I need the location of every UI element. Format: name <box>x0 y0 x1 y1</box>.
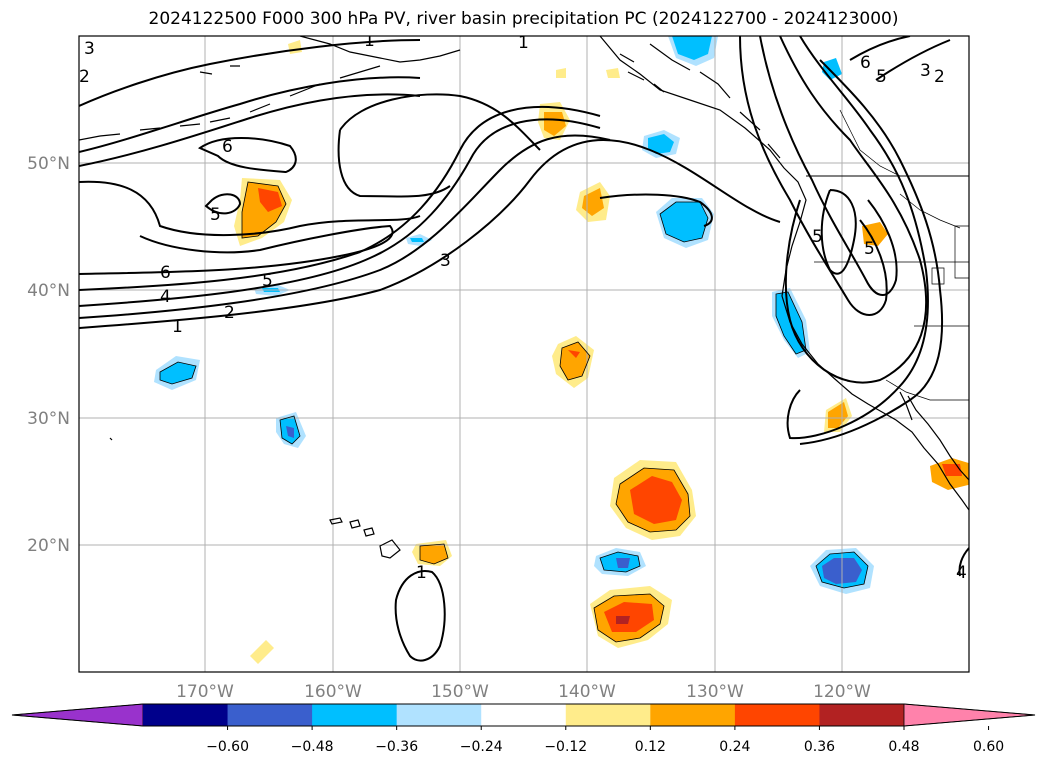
colorbar-extend-high <box>903 703 1036 727</box>
precip-outlines <box>159 181 869 643</box>
contour-label: 2 <box>934 67 945 87</box>
colorbar-extend-low <box>11 703 144 727</box>
contour-label: 3 <box>84 39 95 59</box>
colorbar-tick-label: −0.12 <box>544 739 587 755</box>
colorbar-cell <box>143 704 229 726</box>
precip-blob-positive <box>824 398 852 432</box>
map-area: 3 2 1 1 6 5 3 2 6 5 6 5 4 2 1 5 3 1 5 4 <box>79 31 969 672</box>
contour-label: 1 <box>172 317 183 337</box>
contour-label: 5 <box>210 205 221 225</box>
colorbar-tick-label: 0.60 <box>973 739 1004 755</box>
colorbar-cell <box>227 704 313 726</box>
colorbar-cell <box>734 704 820 726</box>
precip-blob-positive <box>412 540 452 566</box>
colorbar-tick-label: −0.24 <box>460 739 503 755</box>
contour-label: 1 <box>518 33 529 53</box>
pv-contours <box>79 36 969 662</box>
lon-label: 130°W <box>686 682 744 702</box>
lat-labels: 50°N 40°N 30°N 20°N <box>27 154 70 556</box>
colorbar: −0.60 −0.48 −0.36 −0.24 −0.12 0.12 0.24 0.36 0.4… <box>11 703 1036 755</box>
map-title: 2024122500 F000 300 hPa PV, river basin … <box>148 9 899 29</box>
lon-labels: 170°W 160°W 150°W 140°W 130°W 120°W <box>176 682 871 702</box>
lon-label: 150°W <box>431 682 489 702</box>
contour-label: 3 <box>440 251 451 271</box>
colorbar-cell <box>481 704 567 726</box>
contour-label: 5 <box>864 239 875 259</box>
colorbar-tick-label: 0.12 <box>635 739 666 755</box>
lat-label: 40°N <box>27 281 70 301</box>
contour-label: 6 <box>860 53 871 73</box>
contour-label: 5 <box>262 271 273 291</box>
lon-label: 120°W <box>813 682 871 702</box>
colorbar-cell <box>565 704 651 726</box>
precip-blob-positive <box>538 102 570 140</box>
contour-label: 2 <box>79 67 90 87</box>
colorbar-tick-label: 0.36 <box>804 739 835 755</box>
colorbar-outline <box>11 703 1036 727</box>
precip-blob-negative <box>656 198 714 248</box>
lon-label: 170°W <box>176 682 234 702</box>
colorbar-tick-label: 0.24 <box>719 739 750 755</box>
contour-label: 6 <box>222 137 233 157</box>
precip-blob-positive <box>862 222 888 246</box>
colorbar-cell <box>650 704 736 726</box>
map-frame <box>78 35 970 673</box>
precip-blob-negative <box>668 36 718 66</box>
lat-label: 20°N <box>27 536 70 556</box>
precip-blob-positive <box>610 460 696 540</box>
contour-label: 5 <box>812 227 823 247</box>
lat-label: 30°N <box>27 409 70 429</box>
precip-blob-positive <box>234 178 292 246</box>
colorbar-tick-label: −0.48 <box>291 739 334 755</box>
colorbar-cell <box>819 704 905 726</box>
contour-label: 1 <box>416 563 427 583</box>
precip-shading <box>154 36 969 664</box>
contour-label: 4 <box>956 563 967 583</box>
lon-label: 140°W <box>558 682 616 702</box>
colorbar-cell <box>312 704 398 726</box>
contour-labels: 3 2 1 1 6 5 3 2 6 5 6 5 4 2 1 5 3 1 5 4 <box>79 31 967 583</box>
precip-blob-positive <box>590 586 672 648</box>
contour-label: 6 <box>160 263 171 283</box>
lat-label: 50°N <box>27 154 70 174</box>
lon-label: 160°W <box>304 682 362 702</box>
contour-label: 1 <box>364 31 375 51</box>
contour-label: 3 <box>920 61 931 81</box>
colorbar-tick-label: −0.60 <box>206 739 249 755</box>
contour-label: 2 <box>224 303 235 323</box>
colorbar-cell <box>396 704 482 726</box>
colorbar-tick-label: −0.36 <box>375 739 418 755</box>
contour-label: 5 <box>876 67 887 87</box>
colorbar-tick-label: 0.48 <box>888 739 919 755</box>
contour-label: 4 <box>160 287 171 307</box>
